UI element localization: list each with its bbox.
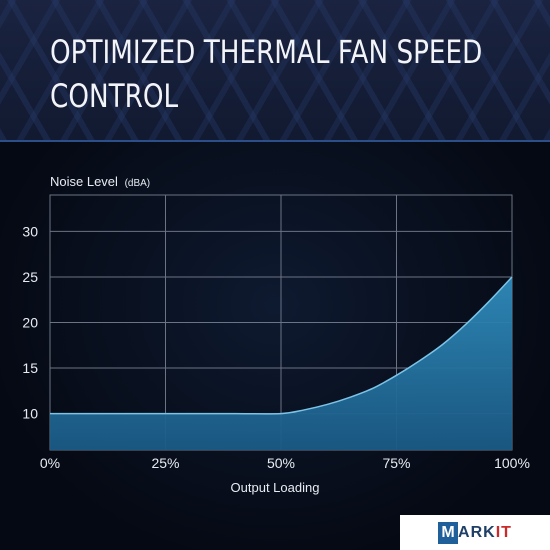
y-tick-label: 20 [22,315,38,331]
y-tick-label: 25 [22,269,38,285]
noise-area-fill [50,276,512,450]
x-tick-label: 50% [267,455,295,471]
logo-text: ARKIT [458,523,512,541]
brand-logo: M ARKIT [400,515,550,550]
area-layer [50,276,513,450]
y-tick-label: 10 [22,406,38,422]
page-title: OPTIMIZED THERMAL FAN SPEED CONTROL [50,30,530,118]
y-axis-label: Noise Level (dBA) [50,174,150,189]
tick-layer: 10 15 20 25 30 0% 25% 50% 75% 100% [22,223,529,471]
x-tick-label: 100% [494,455,530,471]
title-line-1: OPTIMIZED THERMAL FAN SPEED [50,33,483,71]
x-tick-label: 25% [151,455,179,471]
x-axis-label: Output Loading [231,480,320,495]
y-axis-label-main: Noise Level [50,174,118,189]
title-line-2: CONTROL [50,77,179,115]
header-banner: OPTIMIZED THERMAL FAN SPEED CONTROL [0,0,550,142]
noise-curve-line [50,276,513,415]
y-tick-label: 15 [22,360,38,376]
logo-box: M [438,521,459,544]
x-tick-label: 75% [382,455,410,471]
y-tick-label: 30 [22,223,38,239]
y-axis-label-unit: (dBA) [125,178,151,189]
x-tick-label: 0% [40,455,60,471]
